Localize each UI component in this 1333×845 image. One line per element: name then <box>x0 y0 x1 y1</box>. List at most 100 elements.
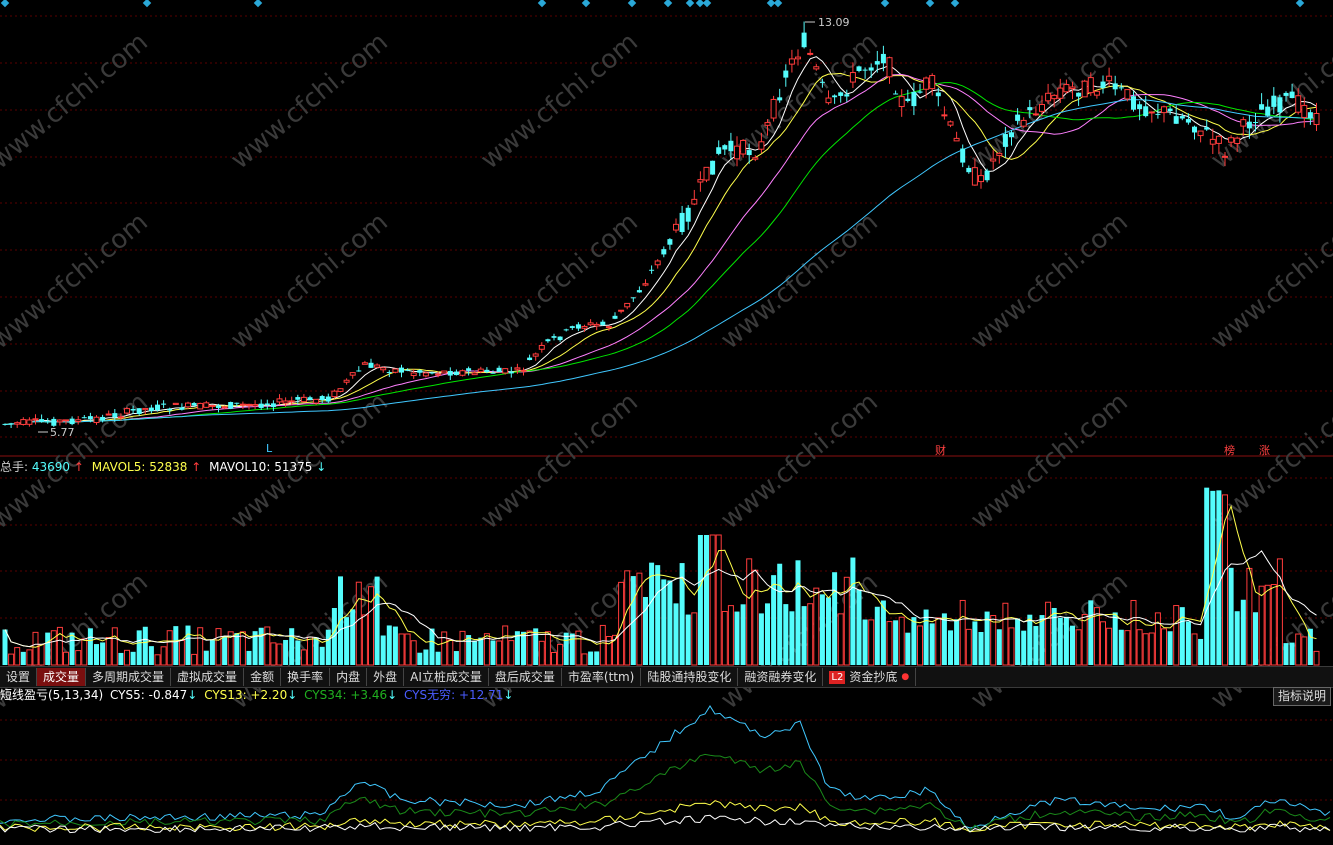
candle-body[interactable] <box>1051 94 1058 100</box>
volume-bar[interactable] <box>1100 621 1106 666</box>
candle-body[interactable] <box>935 92 941 97</box>
candle-body[interactable] <box>1283 92 1289 96</box>
volume-bar[interactable] <box>203 650 209 665</box>
volume-bar[interactable] <box>1070 625 1075 665</box>
candle-body[interactable] <box>777 97 783 101</box>
volume-bar[interactable] <box>941 613 947 665</box>
candle-body[interactable] <box>1289 91 1295 99</box>
volume-bar[interactable] <box>1246 567 1253 666</box>
candle-body[interactable] <box>75 419 82 422</box>
candle-body[interactable] <box>93 416 100 424</box>
volume-bar[interactable] <box>850 557 856 665</box>
candle-body[interactable] <box>130 408 136 411</box>
tab-outer-volume[interactable]: 外盘 <box>367 668 405 686</box>
volume-bar[interactable] <box>1161 628 1167 666</box>
candle-body[interactable] <box>783 70 789 78</box>
candle-body[interactable] <box>654 260 661 266</box>
candle-body[interactable] <box>520 369 527 372</box>
candle-body[interactable] <box>356 370 362 372</box>
volume-bar[interactable] <box>453 651 459 665</box>
volume-bar[interactable] <box>392 626 398 665</box>
candle-body[interactable] <box>746 150 752 156</box>
volume-bar[interactable] <box>777 563 783 665</box>
volume-bar[interactable] <box>252 631 258 665</box>
volume-bar[interactable] <box>771 575 777 665</box>
volume-bar[interactable] <box>649 562 655 665</box>
volume-bar[interactable] <box>917 625 923 666</box>
volume-bar[interactable] <box>697 535 703 665</box>
volume-bar[interactable] <box>765 603 770 665</box>
candle-body[interactable] <box>734 145 740 160</box>
volume-bar[interactable] <box>1063 616 1069 665</box>
volume-bar[interactable] <box>361 614 368 666</box>
candle-body[interactable] <box>661 249 667 255</box>
candle-body[interactable] <box>435 373 442 376</box>
candle-body[interactable] <box>740 139 747 155</box>
volume-bar[interactable] <box>1051 607 1057 665</box>
volume-bar[interactable] <box>1142 633 1149 666</box>
volume-bar[interactable] <box>1234 611 1240 665</box>
volume-bar[interactable] <box>81 638 88 666</box>
candle-body[interactable] <box>1295 95 1302 113</box>
volume-bar[interactable] <box>307 636 313 666</box>
volume-bar[interactable] <box>972 621 978 665</box>
volume-bar[interactable] <box>1130 599 1137 666</box>
volume-bar[interactable] <box>544 631 551 666</box>
candle-body[interactable] <box>1009 132 1014 138</box>
volume-bar[interactable] <box>929 623 935 665</box>
volume-bar[interactable] <box>624 570 631 666</box>
volume-bar[interactable] <box>1313 650 1320 666</box>
volume-bar[interactable] <box>526 630 533 666</box>
candle-body[interactable] <box>679 212 685 233</box>
volume-bar[interactable] <box>100 642 106 665</box>
volume-bar[interactable] <box>618 581 625 666</box>
candle-body[interactable] <box>1039 103 1045 112</box>
candle-body[interactable] <box>325 396 331 402</box>
candle-body[interactable] <box>1032 113 1039 116</box>
candle-body[interactable] <box>124 408 130 414</box>
volume-bar[interactable] <box>1093 607 1100 666</box>
volume-bar[interactable] <box>185 625 191 665</box>
volume-bar[interactable] <box>1027 614 1033 665</box>
volume-bar[interactable] <box>50 630 57 666</box>
candle-body[interactable] <box>838 92 844 96</box>
candle-body[interactable] <box>801 32 807 48</box>
volume-bar[interactable] <box>2 629 8 665</box>
volume-bar[interactable] <box>154 654 161 666</box>
tab-margin-trading[interactable]: 融资融券变化 <box>738 668 824 686</box>
volume-bar[interactable] <box>905 632 911 665</box>
event-diamond[interactable] <box>702 0 712 8</box>
volume-bar[interactable] <box>594 651 600 665</box>
candle-body[interactable] <box>929 75 936 90</box>
volume-bar[interactable] <box>1253 612 1258 665</box>
volume-bar[interactable] <box>423 649 429 665</box>
volume-bar[interactable] <box>898 616 905 666</box>
candle-body[interactable] <box>502 368 509 374</box>
volume-bar[interactable] <box>569 633 575 665</box>
volume-bar[interactable] <box>26 649 33 666</box>
volume-bar[interactable] <box>32 631 39 666</box>
volume-bar[interactable] <box>417 652 423 665</box>
tab-northbound-holding[interactable]: 陆股通持股变化 <box>641 668 739 686</box>
candle-body[interactable] <box>148 407 154 412</box>
candle-body[interactable] <box>569 326 575 328</box>
candle-body[interactable] <box>527 357 533 361</box>
volume-bar[interactable] <box>264 626 271 666</box>
volume-bar[interactable] <box>374 576 380 665</box>
candle-body[interactable] <box>1173 116 1179 124</box>
volume-bar[interactable] <box>56 626 63 666</box>
volume-bar[interactable] <box>350 609 356 665</box>
volume-bar[interactable] <box>300 649 307 666</box>
tab-ai-volume[interactable]: AI立桩成交量 <box>404 668 489 686</box>
tab-inner-volume[interactable]: 内盘 <box>330 668 368 686</box>
candle-body[interactable] <box>1148 111 1155 114</box>
volume-bar[interactable] <box>954 619 960 665</box>
candle-body[interactable] <box>1087 77 1094 94</box>
event-diamond[interactable] <box>880 0 890 8</box>
candle-body[interactable] <box>1161 106 1167 114</box>
candle-body[interactable] <box>893 93 899 95</box>
volume-bar[interactable] <box>1081 614 1088 666</box>
candle-body[interactable] <box>557 336 563 341</box>
candle-body[interactable] <box>1100 81 1106 89</box>
event-diamond[interactable] <box>537 0 547 8</box>
